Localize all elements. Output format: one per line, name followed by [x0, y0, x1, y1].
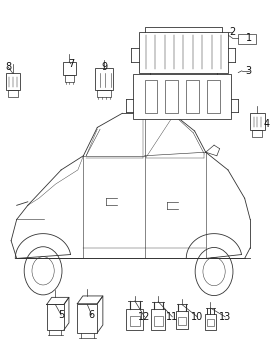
Text: 5: 5: [58, 310, 64, 320]
Bar: [151, 309, 165, 330]
Text: 12: 12: [138, 312, 151, 322]
Bar: [6, 73, 20, 90]
Bar: [154, 316, 163, 326]
Bar: [97, 90, 111, 97]
Bar: [176, 311, 188, 329]
Bar: [250, 113, 265, 130]
Text: 7: 7: [68, 59, 74, 69]
Bar: [47, 304, 64, 330]
Bar: [205, 314, 216, 330]
Bar: [130, 316, 140, 326]
Text: 8: 8: [5, 62, 11, 72]
Bar: [186, 80, 199, 113]
Text: 2: 2: [229, 27, 235, 37]
Bar: [207, 319, 214, 326]
Text: 4: 4: [264, 119, 270, 129]
Bar: [133, 74, 231, 119]
Text: 1: 1: [246, 33, 252, 43]
Text: 3: 3: [246, 66, 252, 76]
Text: 10: 10: [191, 312, 203, 322]
Bar: [165, 80, 178, 113]
Text: 11: 11: [166, 312, 178, 322]
Bar: [178, 317, 186, 325]
Bar: [63, 62, 76, 75]
Bar: [77, 304, 97, 333]
Bar: [65, 75, 74, 82]
Bar: [95, 68, 113, 90]
Text: 6: 6: [89, 310, 95, 320]
Bar: [139, 32, 228, 73]
Bar: [238, 34, 256, 44]
Bar: [126, 309, 143, 330]
Bar: [8, 90, 18, 97]
Text: 9: 9: [101, 62, 107, 72]
Bar: [207, 80, 220, 113]
Bar: [252, 130, 262, 137]
Text: 13: 13: [219, 312, 231, 322]
Bar: [145, 80, 157, 113]
